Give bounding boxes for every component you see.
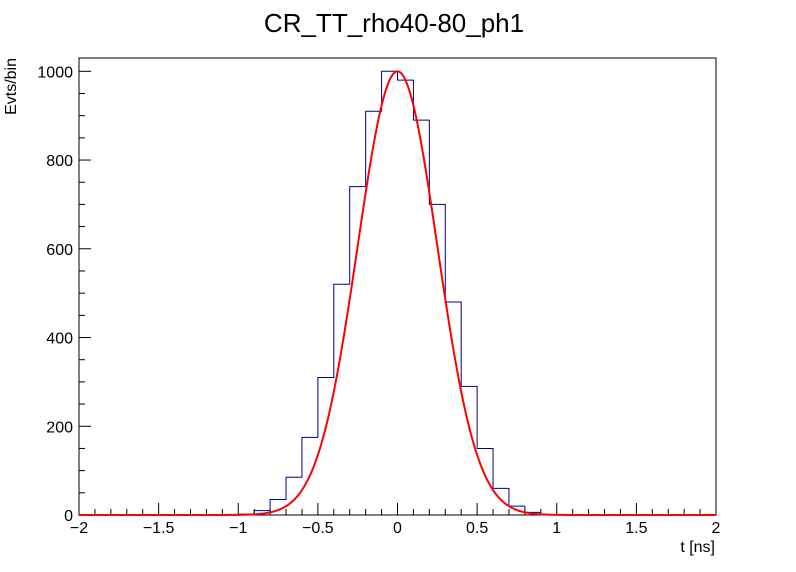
- plot-frame: [78, 57, 717, 516]
- y-tick-label: 800: [46, 153, 73, 170]
- x-axis-ticks: −2 −1.5 −1 −0.5 0 0.5 1 1.5 2: [70, 503, 721, 537]
- x-tick-label: 2: [712, 520, 721, 537]
- x-tick-label: −2: [70, 520, 88, 537]
- x-tick-label: 1: [552, 520, 561, 537]
- y-tick-label: 200: [46, 419, 73, 436]
- x-tick-label: 0: [393, 520, 402, 537]
- x-tick-label: −0.5: [302, 520, 334, 537]
- y-axis-ticks: 0 200 400 600 800 1000: [37, 64, 91, 525]
- y-tick-label: 1000: [37, 64, 73, 81]
- histogram-series: [237, 70, 558, 516]
- x-tick-label: 1.5: [625, 520, 647, 537]
- x-tick-label: 0.5: [466, 520, 488, 537]
- y-tick-label: 600: [46, 242, 73, 259]
- y-tick-label: 400: [46, 331, 73, 348]
- x-axis-label: t [ns]: [680, 539, 715, 556]
- chart-title: CR_TT_rho40-80_ph1: [264, 8, 524, 38]
- histogram-bars: [237, 70, 558, 516]
- gaussian-fit-curve: [79, 70, 716, 516]
- x-tick-label: −1.5: [143, 520, 175, 537]
- y-axis-label: Evts/bin: [3, 58, 20, 115]
- x-tick-label: −1: [229, 520, 247, 537]
- y-tick-label: 0: [64, 508, 73, 525]
